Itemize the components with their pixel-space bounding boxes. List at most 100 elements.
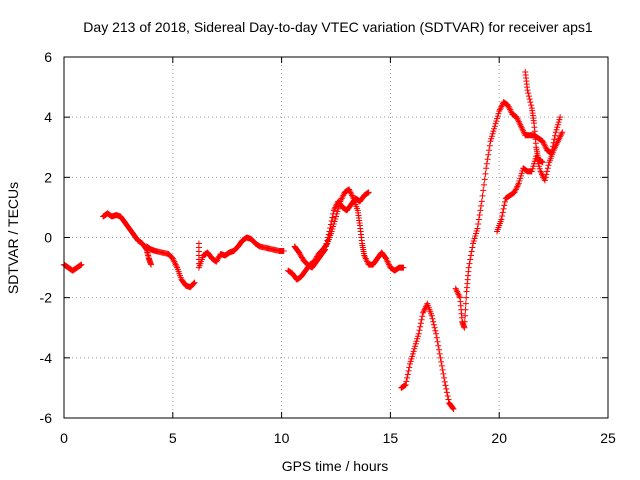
data-point <box>485 151 492 158</box>
data-point <box>539 159 546 166</box>
data-point <box>525 93 532 100</box>
data-point <box>435 342 442 349</box>
data-point <box>333 213 339 220</box>
data-point <box>406 360 413 367</box>
data-point <box>488 135 495 142</box>
data-point <box>475 216 482 223</box>
data-point <box>443 385 450 392</box>
data-point <box>298 254 305 261</box>
data-point <box>404 371 411 378</box>
data-point <box>502 198 509 205</box>
data-point <box>530 163 537 170</box>
data-point <box>478 202 485 209</box>
data-point <box>483 160 490 167</box>
data-point <box>476 211 483 218</box>
data-point <box>442 382 449 389</box>
data-point <box>439 366 446 373</box>
data-point <box>430 321 437 328</box>
data-point <box>556 116 563 123</box>
data-point <box>487 138 494 145</box>
data-point <box>404 374 411 381</box>
data-point <box>494 113 501 120</box>
data-point <box>465 264 472 271</box>
data-point <box>538 158 545 165</box>
data-point <box>330 210 337 217</box>
data-point <box>401 382 408 389</box>
data-point <box>400 264 407 271</box>
data-point <box>407 358 414 365</box>
data-point <box>321 247 328 254</box>
data-point <box>437 354 444 361</box>
data-point <box>461 324 468 331</box>
data-point <box>528 168 535 175</box>
data-point <box>255 242 262 249</box>
tick-labels: 0 5 10 15 20 25 -6 -4 -2 0 2 4 6 <box>40 49 616 446</box>
data-point <box>298 253 305 260</box>
x-axis-label: GPS time / hours <box>282 458 389 474</box>
data-point <box>435 346 442 353</box>
data-point <box>322 243 329 250</box>
data-point <box>296 250 303 257</box>
data-point <box>543 171 550 178</box>
data-point <box>552 129 559 136</box>
data-point <box>475 220 482 227</box>
data-point <box>463 294 470 301</box>
data-point <box>553 126 560 133</box>
data-point <box>492 120 499 127</box>
data-point <box>528 102 535 109</box>
data-point <box>467 252 474 259</box>
y-tick-label: -4 <box>40 350 53 366</box>
data-point <box>472 230 479 237</box>
data-point <box>365 189 372 196</box>
data-point <box>411 345 418 352</box>
grid-lines <box>64 57 608 418</box>
data-point <box>419 313 426 320</box>
y-tick-label: 6 <box>44 49 52 65</box>
data-point <box>500 205 507 212</box>
data-point <box>449 404 456 411</box>
data-point <box>486 142 493 149</box>
y-tick-label: -6 <box>40 410 53 426</box>
data-point <box>498 216 505 223</box>
data-point <box>515 180 522 187</box>
data-points <box>61 69 566 412</box>
data-point <box>327 221 334 228</box>
data-point <box>481 176 488 183</box>
data-point <box>450 405 457 412</box>
data-point <box>326 228 333 235</box>
data-point <box>409 350 416 357</box>
data-point <box>328 217 335 224</box>
data-point <box>77 262 84 269</box>
data-point <box>544 165 551 172</box>
data-point <box>325 234 332 241</box>
data-point <box>482 170 489 177</box>
data-point <box>501 202 508 209</box>
data-point <box>401 382 408 389</box>
data-point <box>477 207 484 214</box>
data-point <box>417 323 424 330</box>
data-point <box>297 252 304 259</box>
data-point <box>444 392 451 399</box>
data-point <box>418 316 425 323</box>
data-point <box>478 198 485 205</box>
data-point <box>491 125 498 132</box>
data-point <box>296 249 303 256</box>
data-point <box>526 96 533 103</box>
data-point <box>431 324 438 331</box>
data-point <box>402 381 409 388</box>
data-point <box>527 99 534 106</box>
data-point <box>479 192 486 199</box>
data-point <box>544 168 551 175</box>
data-point <box>415 330 422 337</box>
data-point <box>494 115 501 122</box>
data-point <box>327 224 334 231</box>
data-point <box>524 87 531 94</box>
data-point <box>330 220 337 227</box>
data-point <box>467 256 474 263</box>
data-point <box>329 214 336 221</box>
data-point <box>559 129 566 136</box>
data-point <box>486 147 493 154</box>
data-point <box>323 240 330 247</box>
data-point <box>499 212 506 219</box>
